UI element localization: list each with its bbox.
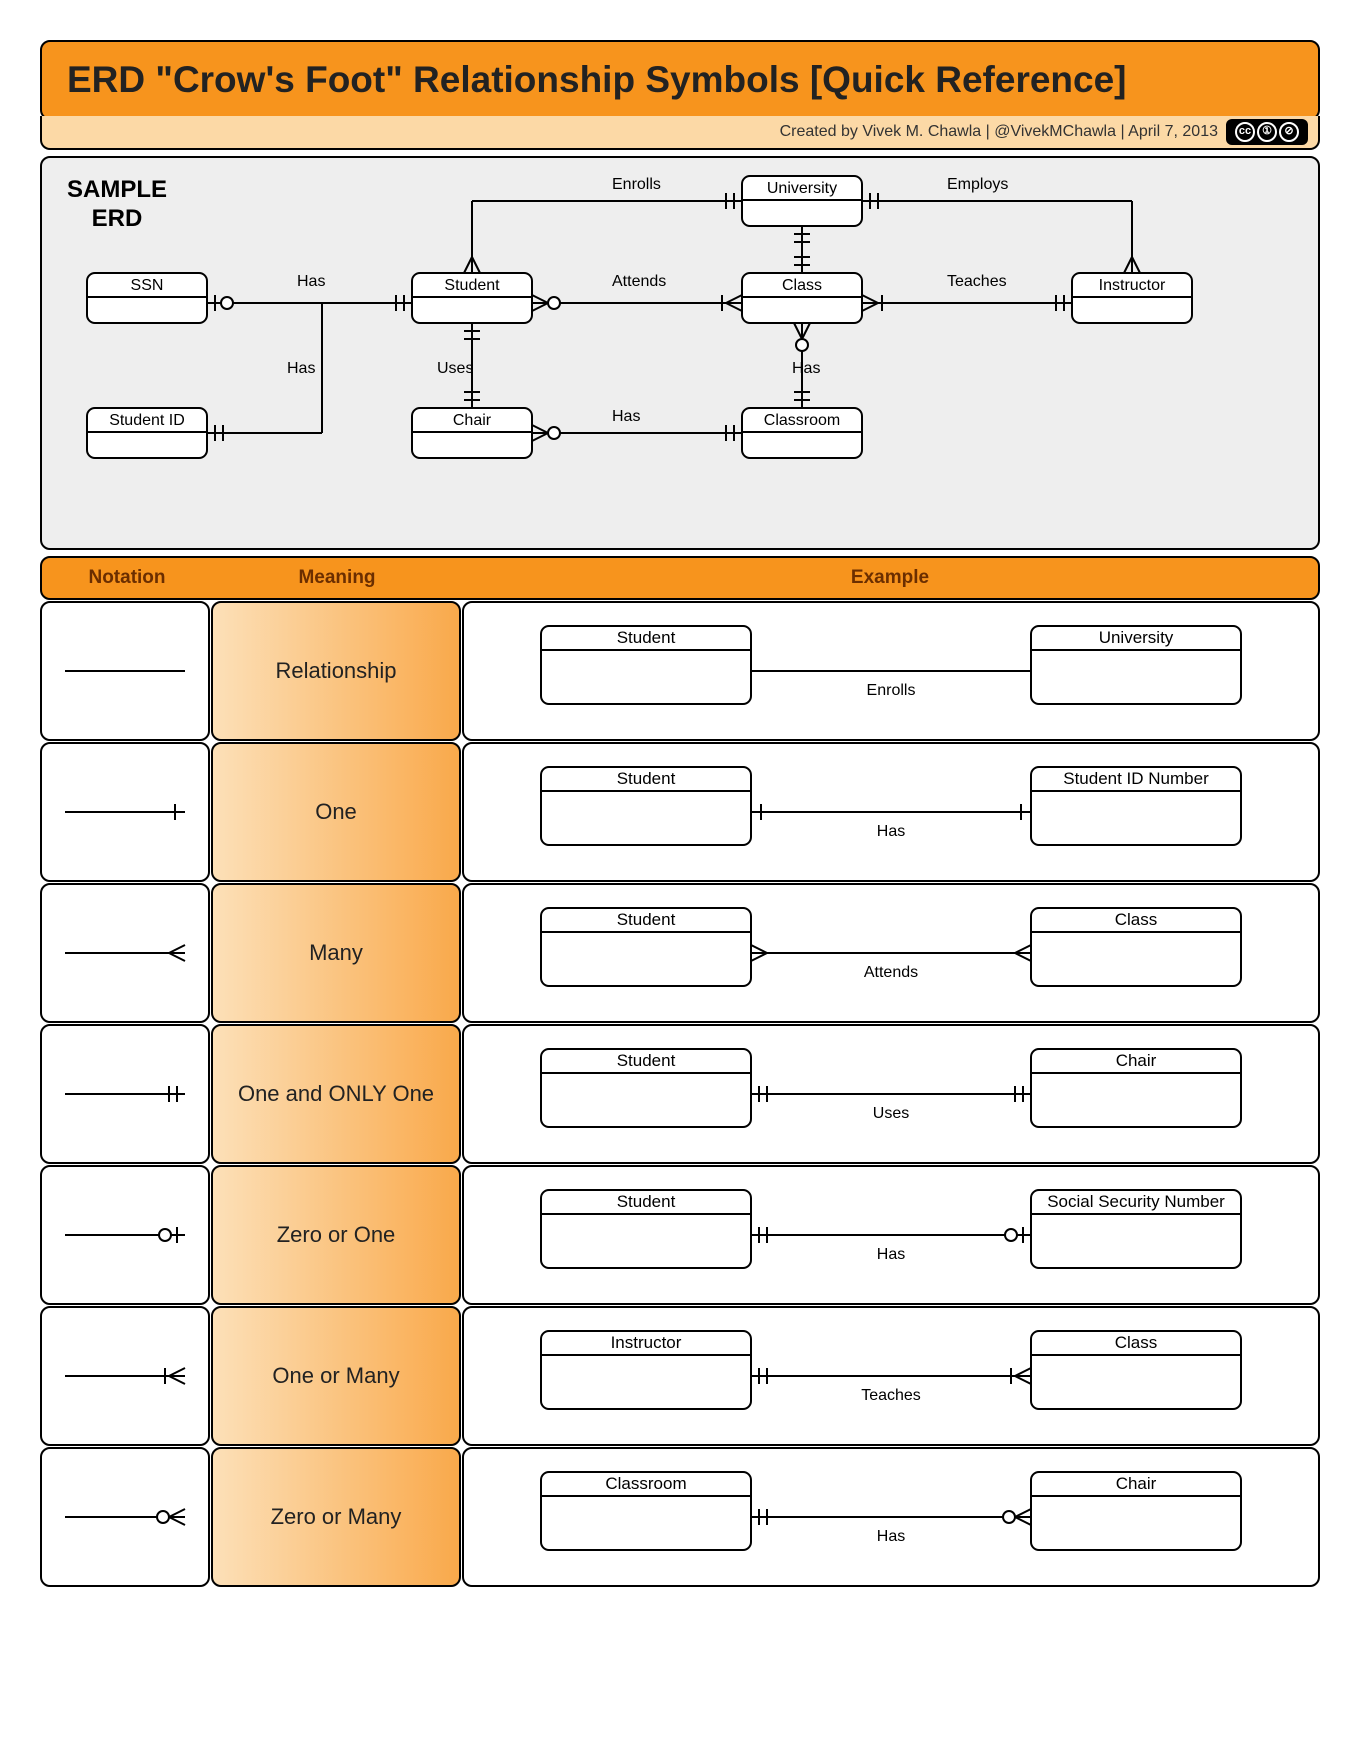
svg-text:Student ID Number: Student ID Number	[1063, 769, 1209, 788]
cc-badge: cc ① ⊘	[1226, 119, 1308, 145]
svg-text:Chair: Chair	[1116, 1474, 1157, 1493]
header-example: Example	[462, 567, 1318, 589]
meaning-cell: Zero or One	[211, 1165, 461, 1305]
header-meaning: Meaning	[212, 567, 462, 589]
svg-text:SSN: SSN	[131, 277, 164, 294]
notation-cell	[40, 1024, 210, 1164]
example-cell: Student Social Security Number Has	[462, 1165, 1320, 1305]
notation-cell	[40, 883, 210, 1023]
table-row: Zero or Many Classroom Chair Has	[40, 1447, 1320, 1587]
title-bar: ERD "Crow's Foot" Relationship Symbols […	[40, 40, 1320, 120]
svg-text:Student: Student	[617, 628, 676, 647]
meaning-cell: Zero or Many	[211, 1447, 461, 1587]
svg-text:Social Security Number: Social Security Number	[1047, 1192, 1225, 1211]
meaning-cell: One or Many	[211, 1306, 461, 1446]
sample-erd-diagram: SSN Student ID Student Chair University Class…	[42, 158, 1318, 544]
table-body: RelationshipStudentUniversityEnrollsOneS…	[40, 601, 1320, 1587]
svg-text:University: University	[1099, 628, 1174, 647]
svg-text:Class: Class	[782, 277, 822, 294]
meaning-cell: Relationship	[211, 601, 461, 741]
svg-text:Uses: Uses	[437, 360, 473, 377]
credit-text: Created by Vivek M. Chawla | @VivekMChaw…	[780, 123, 1218, 141]
cc-icon: cc	[1235, 122, 1255, 142]
notation-cell	[40, 1447, 210, 1587]
frame: ERD "Crow's Foot" Relationship Symbols […	[40, 40, 1320, 1720]
svg-text:Teaches: Teaches	[861, 1387, 921, 1404]
notation-cell	[40, 742, 210, 882]
svg-text:Student: Student	[444, 277, 500, 294]
sample-erd-panel: SAMPLEERD SSN Student ID Student Chair Unive…	[40, 156, 1320, 550]
svg-text:Student: Student	[617, 769, 676, 788]
table-row: One and ONLY One Student Chair Uses	[40, 1024, 1320, 1164]
table-row: Zero or One Student Social Security Number…	[40, 1165, 1320, 1305]
svg-text:University: University	[767, 180, 837, 197]
header-notation: Notation	[42, 567, 212, 589]
svg-text:Student: Student	[617, 1192, 676, 1211]
nc-icon: ⊘	[1279, 122, 1299, 142]
svg-text:Has: Has	[877, 823, 905, 840]
table-row: One Student Student ID Number Has	[40, 742, 1320, 882]
example-cell: Instructor Class Teaches	[462, 1306, 1320, 1446]
page: ERD "Crow's Foot" Relationship Symbols […	[0, 0, 1360, 1760]
page-title: ERD "Crow's Foot" Relationship Symbols […	[67, 59, 1127, 101]
svg-text:Class: Class	[1115, 910, 1158, 929]
svg-text:Student: Student	[617, 910, 676, 929]
meaning-cell: One and ONLY One	[211, 1024, 461, 1164]
svg-text:Has: Has	[877, 1246, 905, 1263]
svg-text:Student: Student	[617, 1051, 676, 1070]
credit-bar: Created by Vivek M. Chawla | @VivekMChaw…	[40, 116, 1320, 150]
table-row: Many Student Class Attends	[40, 883, 1320, 1023]
svg-text:Has: Has	[612, 408, 640, 425]
svg-text:Attends: Attends	[612, 273, 666, 290]
example-cell: Student Class Attends	[462, 883, 1320, 1023]
svg-text:Has: Has	[297, 273, 325, 290]
by-icon: ①	[1257, 122, 1277, 142]
notation-cell	[40, 1165, 210, 1305]
svg-text:Enrolls: Enrolls	[612, 176, 661, 193]
svg-text:Employs: Employs	[947, 176, 1008, 193]
svg-text:Student ID: Student ID	[109, 412, 185, 429]
example-cell: Student Student ID Number Has	[462, 742, 1320, 882]
example-cell: Student University Enrolls	[462, 601, 1320, 741]
meaning-cell: One	[211, 742, 461, 882]
notation-cell	[40, 1306, 210, 1446]
svg-text:Has: Has	[287, 360, 315, 377]
table-header: Notation Meaning Example	[40, 556, 1320, 600]
svg-text:Has: Has	[877, 1528, 905, 1545]
svg-text:Instructor: Instructor	[1099, 277, 1166, 294]
sample-erd-title: SAMPLEERD	[67, 176, 167, 234]
meaning-cell: Many	[211, 883, 461, 1023]
svg-text:Chair: Chair	[453, 412, 492, 429]
example-cell: Classroom Chair Has	[462, 1447, 1320, 1587]
svg-text:Has: Has	[792, 360, 820, 377]
svg-text:Teaches: Teaches	[947, 273, 1007, 290]
notation-cell	[40, 601, 210, 741]
svg-text:Chair: Chair	[1116, 1051, 1157, 1070]
svg-text:Enrolls: Enrolls	[867, 682, 916, 699]
table-row: Relationship Student University Enrolls	[40, 601, 1320, 741]
table-row: One or Many Instructor Class Teaches	[40, 1306, 1320, 1446]
example-cell: Student Chair Uses	[462, 1024, 1320, 1164]
svg-text:Classroom: Classroom	[764, 412, 840, 429]
svg-text:Classroom: Classroom	[605, 1474, 686, 1493]
svg-text:Instructor: Instructor	[611, 1333, 682, 1352]
svg-text:Attends: Attends	[864, 964, 918, 981]
svg-text:Uses: Uses	[873, 1105, 909, 1122]
svg-text:Class: Class	[1115, 1333, 1158, 1352]
